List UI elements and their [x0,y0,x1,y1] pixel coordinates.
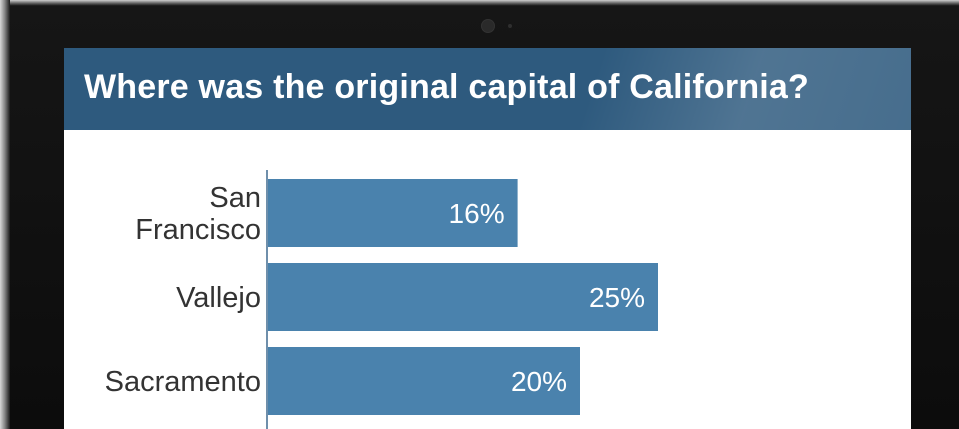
tablet-left-edge [0,0,10,429]
bar-value-label-0: 16% [449,198,505,229]
category-label-2-0: Sacramento [105,366,261,398]
bar-value-label-2: 20% [511,366,567,397]
question-title: Where was the original capital of Califo… [84,68,810,106]
category-label-1-0: Vallejo [176,282,261,314]
poll-screen: Where was the original capital of Califo… [64,48,911,429]
bar-1 [268,263,658,331]
bar-0 [268,179,518,247]
question-header: Where was the original capital of Califo… [64,48,911,130]
sensor-icon [508,24,512,28]
category-label-0-0: San [209,182,261,214]
tablet-top-edge [0,0,959,6]
bar-2 [268,347,580,415]
category-label-0-1: Francisco [135,214,261,246]
bar-value-label-1: 25% [589,282,645,313]
camera-icon [482,20,494,32]
